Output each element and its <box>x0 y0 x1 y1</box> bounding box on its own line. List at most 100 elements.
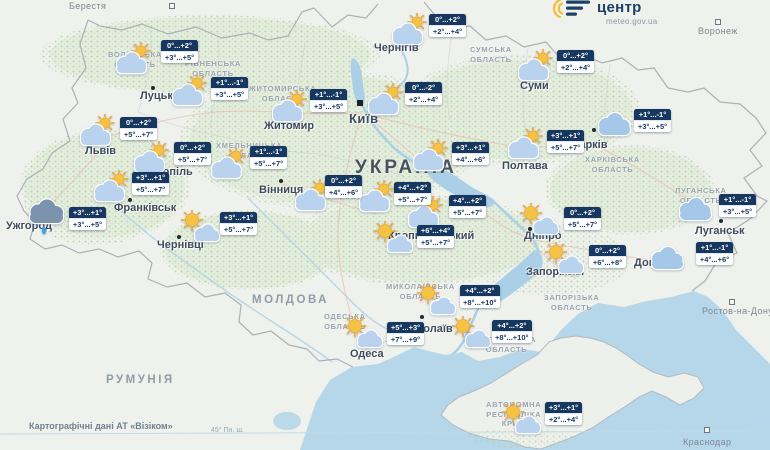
weather-temps-kharkiv: +1°...-1° +3°...+5° <box>634 109 671 132</box>
sun-cloud-icon-lviv <box>76 113 120 152</box>
day-temp-zaporizhzhia: +6°...+8° <box>589 256 626 268</box>
weather-temps-kyiv: 0°...-2° +2°...+4° <box>405 82 442 105</box>
night-temp-zhytomyr: +1°...-1° <box>310 89 347 100</box>
sun-cloud-icon-rivne <box>168 73 212 112</box>
weather-temps-mykolaiv: +4°...+2° +8°...+10° <box>460 285 500 308</box>
sun-cloud-icon-zhytomyr <box>268 89 312 128</box>
town-marker <box>729 299 735 305</box>
city-label-chernivtsi: Чернівці <box>157 239 204 251</box>
city-label-poltava: Полтава <box>502 160 548 172</box>
weather-temps-khmelnytskyi: +1°...-1° +5°...+7° <box>250 146 287 169</box>
night-temp-vinnytsia: 0°...+2° <box>325 175 362 186</box>
day-temp-lutsk: +3°...+5° <box>161 51 198 63</box>
sun-cloud-icon-ternopil <box>130 140 174 179</box>
night-temp-rivne: +1°...-1° <box>211 77 248 88</box>
day-temp-rivne: +3°...+5° <box>211 88 248 100</box>
sun-cloud-2-icon-mykolaiv <box>414 281 458 321</box>
day-temp-lviv: +5°...+7° <box>120 128 157 140</box>
city-marker-frankivsk <box>128 198 132 202</box>
map-attribution: Картографічні дані АТ «Візіком» <box>29 421 173 431</box>
weather-temps-zaporizhzhia: 0°...+2° +6°...+8° <box>589 245 626 268</box>
weather-temps-kremenchuk: +4°...+2° +5°...+7° <box>449 195 486 218</box>
weather-temps-poltava_west: +3°...+1° +4°...+6° <box>452 142 489 165</box>
city-label-odesa: Одеса <box>350 348 384 360</box>
weather-temps-chernivtsi: +3°...+1° +5°...+7° <box>220 212 257 235</box>
night-temp-chernivtsi: +3°...+1° <box>220 212 257 223</box>
town-marker <box>704 427 710 433</box>
weather-temps-crimea: +3°...+1° +2°...+4° <box>545 402 582 425</box>
weather-temps-dnipro: 0°...+2° +5°...+7° <box>564 207 601 230</box>
day-temp-poltava_west: +4°...+6° <box>452 153 489 165</box>
day-temp-uzhhorod: +3°...+5° <box>69 218 106 230</box>
sun-cloud-icon-khmelnytskyi <box>207 146 251 185</box>
city-marker-luhansk <box>719 219 723 223</box>
region-label-zhytomyr: ЖИТОМИРСЬКА ОБЛАСТЬ <box>249 84 317 103</box>
weather-temps-luhansk: +1°...-1° +3°...+5° <box>719 194 756 217</box>
night-temp-lutsk: 0°...+2° <box>161 40 198 51</box>
region-label-khmelnytska: ХМЕЛЬНИЦЬКАОБЛАСТЬ <box>216 141 283 160</box>
day-temp-chernivtsi: +5°...+7° <box>220 223 257 235</box>
latitude-45-line <box>0 430 770 435</box>
night-temp-kremenchuk: +4°...+2° <box>449 195 486 206</box>
weather-temps-chernihiv: 0°...+2° +2°...+4° <box>429 14 466 37</box>
day-temp-kherson: +8°...+10° <box>492 331 532 343</box>
night-temp-donetsk: +1°...-1° <box>696 242 733 253</box>
day-temp-sumy: +2°...+4° <box>557 61 594 73</box>
night-temp-dnipro: 0°...+2° <box>564 207 601 218</box>
day-temp-dnipro: +5°...+7° <box>564 218 601 230</box>
night-temp-lviv: 0°...+2° <box>120 117 157 128</box>
day-temp-ternopil: +5°...+7° <box>174 153 211 165</box>
meteo-logo-title: центр <box>597 0 642 16</box>
region-label-kharkivska: ХАРКІВСЬКА ОБЛАСТЬ <box>585 155 641 174</box>
day-temp-luhansk: +3°...+5° <box>719 205 756 217</box>
day-temp-cherkasy: +5°...+7° <box>394 193 431 205</box>
day-temp-kharkiv: +3°...+5° <box>634 120 671 132</box>
night-temp-poltava: +3°...+1° <box>547 130 584 141</box>
day-temp-frankivsk: +5°...+7° <box>132 183 169 195</box>
sun-cloud-icon-poltava <box>504 126 548 165</box>
day-temp-zhytomyr: +3°...+5° <box>310 100 347 112</box>
cloud-icon-donetsk <box>646 242 688 276</box>
city-label-luhansk: Луганськ <box>695 225 745 237</box>
sun-cloud-icon-frankivsk <box>90 169 134 208</box>
weather-temps-lutsk: 0°...+2° +3°...+5° <box>161 40 198 63</box>
night-temp-khmelnytskyi: +1°...-1° <box>250 146 287 157</box>
meteo-logo-domain: meteo.gov.ua <box>606 17 658 26</box>
night-temp-uzhhorod: +3°...+1° <box>69 207 106 218</box>
city-label-zhytomyr: Житомир <box>264 120 315 132</box>
region-label-zaporizka: ЗАПОРІЗЬКА ОБЛАСТЬ <box>544 293 600 312</box>
danube-delta <box>273 412 301 430</box>
neighbor-country-label: МОЛДОВА <box>252 294 329 306</box>
cloud-icon-kharkiv <box>593 108 635 142</box>
town-marker <box>169 3 175 9</box>
weather-temps-kherson: +4°...+2° +8°...+10° <box>492 320 532 343</box>
sun-cloud-2-icon-zaporizhzhia <box>542 240 586 280</box>
night-temp-chernihiv: 0°...+2° <box>429 14 466 25</box>
weather-temps-poltava: +3°...+1° +5°...+7° <box>547 130 584 153</box>
weather-temps-uzhhorod: +3°...+1° +3°...+5° <box>69 207 106 230</box>
weather-temps-cherkasy: +4°...+2° +5°...+7° <box>394 182 431 205</box>
sun-cloud-2-icon-kropyvnytskyi <box>371 219 415 259</box>
neighbor-city-label: Берестя <box>69 1 107 11</box>
sun-cloud-2-icon-dnipro <box>517 201 561 241</box>
night-temp-mykolaiv: +4°...+2° <box>460 285 500 296</box>
meteo-logo[interactable]: центр meteo.gov.ua <box>546 0 686 34</box>
day-temp-kropyvnytskyi: +5°...+7° <box>417 236 454 248</box>
weather-temps-donetsk: +1°...-1° +4°...+6° <box>696 242 733 265</box>
night-temp-odesa: +5°...+3° <box>387 322 424 333</box>
night-temp-crimea: +3°...+1° <box>545 402 582 413</box>
city-marker-kharkiv <box>592 128 596 132</box>
sun-cloud-2-icon-kherson <box>449 314 493 354</box>
region-label-mykolaivska: МИКОЛАЇВСЬКАОБЛАСТЬ <box>386 282 454 301</box>
sun-cloud-icon-lutsk <box>112 41 156 80</box>
night-temp-zaporizhzhia: 0°...+2° <box>589 245 626 256</box>
weather-temps-ternopil: 0°...+2° +5°...+7° <box>174 142 211 165</box>
city-marker-vinnytsia <box>279 179 283 183</box>
rain-cloud-icon-uzhhorod <box>24 196 70 243</box>
city-label-lviv: Львів <box>85 145 117 157</box>
sun-cloud-icon-sumy <box>514 48 558 87</box>
crimea-peninsula <box>440 335 705 450</box>
day-temp-odesa: +7°...+9° <box>387 333 424 345</box>
sun-cloud-icon-vinnytsia <box>291 178 335 217</box>
day-temp-crimea: +2°...+4° <box>545 413 582 425</box>
